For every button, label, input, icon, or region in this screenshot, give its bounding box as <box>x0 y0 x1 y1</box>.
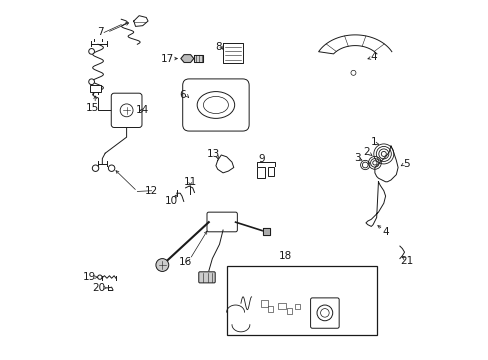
FancyBboxPatch shape <box>198 272 215 283</box>
Polygon shape <box>263 228 270 235</box>
Polygon shape <box>365 182 385 226</box>
Circle shape <box>88 79 94 85</box>
Circle shape <box>92 165 99 171</box>
Bar <box>267 167 274 176</box>
Polygon shape <box>134 16 148 26</box>
Text: 14: 14 <box>136 105 149 115</box>
Bar <box>294 304 299 309</box>
Text: 13: 13 <box>206 149 219 159</box>
FancyBboxPatch shape <box>206 212 237 232</box>
Bar <box>226 266 376 336</box>
FancyBboxPatch shape <box>111 93 142 127</box>
Text: 20: 20 <box>92 283 105 293</box>
Text: 6: 6 <box>180 90 186 100</box>
Text: 8: 8 <box>215 42 222 52</box>
Text: 1: 1 <box>370 138 376 148</box>
Text: 10: 10 <box>164 197 178 206</box>
FancyBboxPatch shape <box>310 298 339 328</box>
Bar <box>287 308 291 314</box>
Bar <box>267 306 272 312</box>
Text: 17: 17 <box>160 54 173 64</box>
Text: 21: 21 <box>400 256 413 266</box>
Circle shape <box>108 165 115 171</box>
Text: 4: 4 <box>370 53 376 63</box>
Polygon shape <box>193 55 203 62</box>
Text: 9: 9 <box>258 154 264 164</box>
Text: 11: 11 <box>183 177 197 187</box>
Polygon shape <box>216 155 233 173</box>
Text: 3: 3 <box>353 153 360 163</box>
Bar <box>257 167 264 178</box>
Text: 5: 5 <box>402 159 409 169</box>
Text: 7: 7 <box>97 27 103 37</box>
Bar <box>90 85 101 93</box>
Text: 15: 15 <box>86 103 99 113</box>
Polygon shape <box>223 43 242 63</box>
Text: 2: 2 <box>363 147 369 157</box>
Circle shape <box>156 258 168 271</box>
Circle shape <box>88 49 94 54</box>
Polygon shape <box>374 146 397 182</box>
Text: 4: 4 <box>382 227 388 237</box>
Polygon shape <box>181 55 193 62</box>
Bar <box>260 300 267 307</box>
Text: 19: 19 <box>82 272 96 282</box>
Text: 18: 18 <box>278 251 292 261</box>
Polygon shape <box>318 35 391 54</box>
Circle shape <box>98 275 102 279</box>
Text: 16: 16 <box>179 257 192 267</box>
Text: 12: 12 <box>145 186 158 196</box>
FancyBboxPatch shape <box>183 79 248 131</box>
Bar <box>278 303 285 309</box>
